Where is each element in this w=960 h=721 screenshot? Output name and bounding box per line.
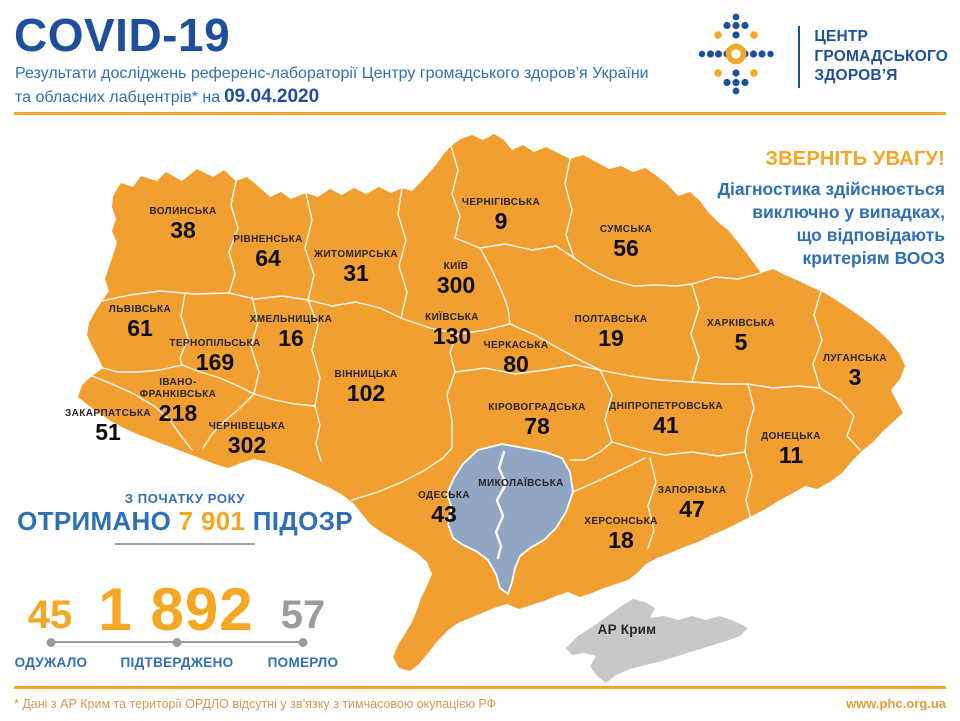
deaths-count: 57 bbox=[280, 593, 326, 637]
connector-dot bbox=[298, 637, 308, 647]
confirmed-count: 1 892 bbox=[98, 576, 254, 643]
footnote: * Дані з АР Крим та території ОРДЛО відс… bbox=[14, 697, 497, 711]
recovered-count: 45 bbox=[27, 593, 73, 637]
deaths-label: ПОМЕРЛО bbox=[267, 655, 339, 670]
page-title: COVID-19 bbox=[14, 9, 231, 61]
header-divider bbox=[14, 112, 946, 115]
confirmed-label: ПІДТВЕРДЖЕНО bbox=[120, 655, 234, 670]
notice-heading: ЗВЕРНІТЬ УВАГУ! bbox=[765, 148, 945, 170]
subtitle: Результати досліджень референс-лаборатор… bbox=[15, 62, 649, 109]
suspicions-value: 7 901 bbox=[178, 506, 246, 536]
attention-notice: ЗВЕРНІТЬ УВАГУ! Діагностика здійснюється… bbox=[717, 148, 945, 268]
subtitle-line-1: Результати досліджень референс-лаборатор… bbox=[15, 65, 649, 82]
region-shape-mykolaivska bbox=[446, 443, 574, 596]
logo-divider bbox=[797, 25, 801, 88]
phc-logo: ЦЕНТР ГРОМАДСЬКОГО ЗДОРОВ’Я bbox=[696, 6, 948, 107]
stats-divider bbox=[115, 543, 255, 545]
footer-divider bbox=[14, 686, 946, 689]
region-shape-crimea bbox=[566, 599, 748, 683]
oblast-borders bbox=[91, 145, 861, 549]
suspicions-total: ОТРИМАНО 7 901 ПІДОЗР bbox=[17, 506, 353, 536]
logo-text: ЦЕНТР ГРОМАДСЬКОГО ЗДОРОВ’Я bbox=[814, 28, 948, 85]
southern-buh-river bbox=[494, 450, 508, 560]
recovered-label: ОДУЖАЛО bbox=[14, 655, 88, 670]
phc-logo-icon bbox=[696, 6, 788, 107]
connector-dot bbox=[46, 637, 56, 647]
subtitle-line-2: та обласних лабцентрів* на 09.04.2020 bbox=[15, 86, 320, 107]
ukraine-mainland-shape bbox=[78, 134, 905, 671]
stats-panel: З ПОЧАТКУ РОКУ ОТРИМАНО 7 901 ПІДОЗР 45 … bbox=[14, 481, 356, 681]
connector-dot bbox=[172, 637, 182, 647]
report-date: 09.04.2020 bbox=[224, 86, 320, 107]
site-url-link[interactable]: www.phc.org.ua bbox=[846, 696, 946, 711]
stats-period-label: З ПОЧАТКУ РОКУ bbox=[124, 491, 246, 506]
